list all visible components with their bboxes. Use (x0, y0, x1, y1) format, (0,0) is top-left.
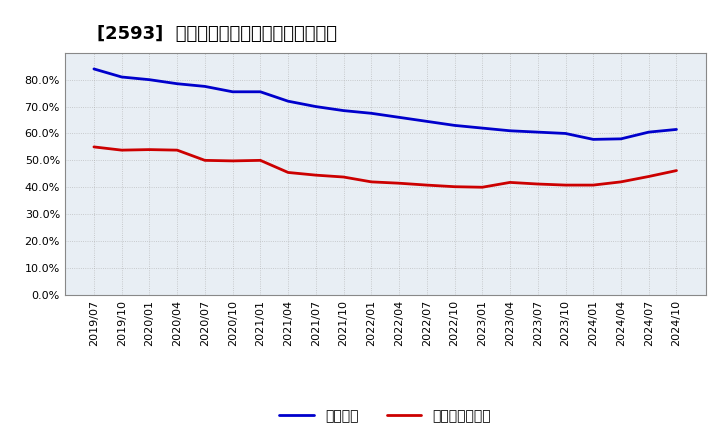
固定比率 (589, 137, 598, 142)
固定比率 (201, 84, 210, 89)
固定比率 (478, 125, 487, 131)
固定長期適合率 (339, 174, 348, 180)
固定長期適合率 (228, 158, 237, 164)
固定長期適合率 (89, 144, 98, 150)
固定長期適合率 (450, 184, 459, 189)
固定長期適合率 (478, 185, 487, 190)
固定長期適合率 (423, 183, 431, 188)
固定長期適合率 (367, 179, 376, 184)
固定比率 (173, 81, 181, 86)
固定長期適合率 (672, 168, 681, 173)
固定比率 (367, 110, 376, 116)
固定長期適合率 (173, 147, 181, 153)
固定長期適合率 (616, 179, 625, 184)
固定比率 (616, 136, 625, 142)
固定長期適合率 (256, 158, 265, 163)
固定比率 (145, 77, 154, 82)
固定比率 (534, 129, 542, 135)
固定長期適合率 (312, 172, 320, 178)
固定比率 (644, 129, 653, 135)
Legend: 固定比率, 固定長期適合率: 固定比率, 固定長期適合率 (274, 403, 497, 429)
固定比率 (505, 128, 514, 133)
固定比率 (423, 119, 431, 124)
固定長期適合率 (534, 181, 542, 187)
固定比率 (228, 89, 237, 95)
Line: 固定長期適合率: 固定長期適合率 (94, 147, 677, 187)
固定長期適合率 (561, 183, 570, 188)
固定長期適合率 (201, 158, 210, 163)
固定長期適合率 (589, 183, 598, 188)
固定比率 (89, 66, 98, 72)
固定長期適合率 (145, 147, 154, 152)
固定比率 (312, 104, 320, 109)
Text: [2593]  固定比率、固定長期適合率の推移: [2593] 固定比率、固定長期適合率の推移 (96, 25, 337, 43)
固定長期適合率 (644, 174, 653, 179)
固定長期適合率 (117, 147, 126, 153)
Line: 固定比率: 固定比率 (94, 69, 677, 139)
固定比率 (450, 123, 459, 128)
固定比率 (256, 89, 265, 95)
固定比率 (117, 74, 126, 80)
固定比率 (395, 115, 403, 120)
固定比率 (561, 131, 570, 136)
固定比率 (284, 99, 292, 104)
固定長期適合率 (395, 180, 403, 186)
固定比率 (339, 108, 348, 113)
固定長期適合率 (505, 180, 514, 185)
固定比率 (672, 127, 681, 132)
固定長期適合率 (284, 170, 292, 175)
